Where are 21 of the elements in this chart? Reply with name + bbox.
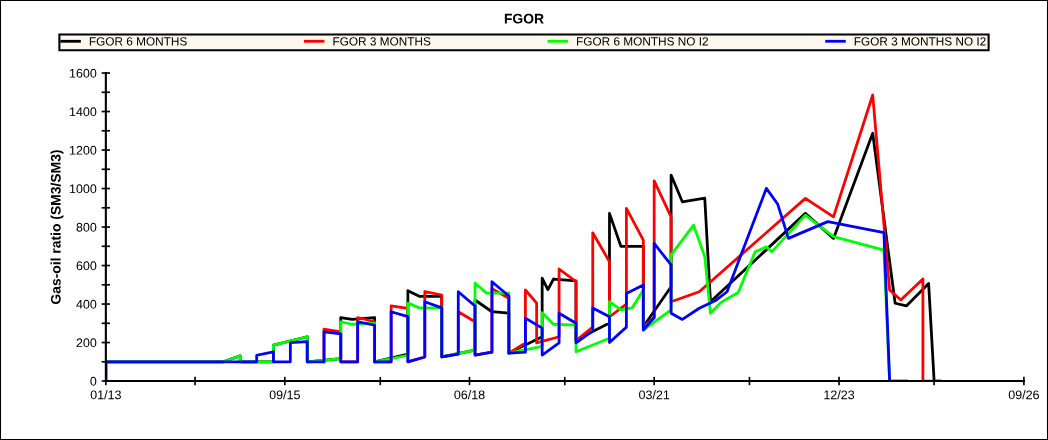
y-tick-label: 800 <box>76 222 97 232</box>
x-tick-label: 01/13 <box>90 390 121 400</box>
legend-label: FGOR 6 MONTHS NO I2 <box>577 37 708 46</box>
y-tick-label: 400 <box>76 299 97 309</box>
y-axis-title: Gas-oil ratio (SM3/SM3) <box>50 150 64 305</box>
chart-title: FGOR <box>504 13 544 24</box>
x-tick-label: 09/15 <box>269 390 300 400</box>
y-tick-label: 0 <box>90 376 97 386</box>
y-tick-label: 200 <box>76 338 97 348</box>
legend-label: FGOR 3 MONTHS NO I2 <box>854 37 986 46</box>
y-tick-label: 1000 <box>69 184 97 194</box>
y-tick-label: 1400 <box>69 107 97 117</box>
legend-label: FGOR 6 MONTHS <box>89 37 187 46</box>
legend-label: FGOR 3 MONTHS <box>333 37 431 46</box>
y-tick-label: 600 <box>76 261 97 271</box>
y-tick-label: 1600 <box>69 68 97 78</box>
y-tick-label: 1200 <box>69 145 97 155</box>
x-tick-label: 09/26 <box>1008 390 1039 400</box>
x-tick-label: 06/18 <box>454 390 485 400</box>
x-tick-label: 03/21 <box>639 390 670 400</box>
x-tick-label: 12/23 <box>824 390 855 400</box>
